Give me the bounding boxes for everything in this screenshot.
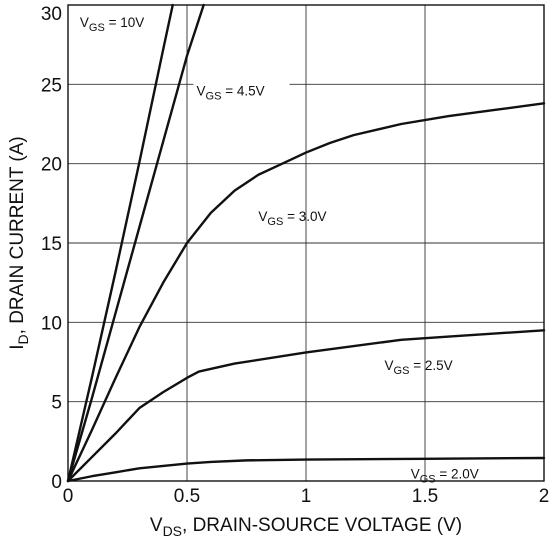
x-tick-label: 0.5	[174, 486, 200, 507]
series-label-background	[193, 81, 290, 103]
y-tick-label: 25	[41, 75, 62, 96]
y-axis-title: ID, DRAIN CURRENT (A)	[7, 136, 31, 350]
y-tick-label: 20	[41, 155, 62, 176]
series-line	[66, 3, 174, 483]
plot-frame	[67, 4, 545, 482]
series-label: VGS = 2.5V	[385, 358, 453, 377]
series-line	[66, 456, 546, 483]
x-tick-label: 1	[301, 486, 312, 507]
series-line	[66, 329, 546, 483]
x-axis-title: VDS, DRAIN-SOURCE VOLTAGE (V)	[150, 515, 462, 538]
series-label: VGS = 4.5V	[197, 83, 265, 102]
series-label: VGS = 2.0V	[411, 467, 479, 486]
y-tick-label: 5	[51, 393, 62, 414]
series-curves	[66, 3, 546, 483]
y-tick-label: 30	[41, 4, 62, 25]
x-tick-label: 1.5	[412, 486, 438, 507]
y-tick-label: 15	[41, 234, 62, 255]
x-tick-label: 2	[539, 486, 549, 507]
series-label: VGS = 3.0V	[258, 209, 326, 228]
series-line	[66, 102, 546, 483]
series-labels: VGS = 10V VGS = 4.5V VGS = 3.0V VGS = 2.5V V…	[80, 15, 479, 485]
series-label: VGS = 10V	[80, 15, 144, 34]
x-tick-label: 0	[63, 486, 74, 507]
y-tick-label: 10	[41, 313, 62, 334]
y-tick-label: 0	[51, 472, 62, 493]
series-line	[66, 3, 205, 483]
